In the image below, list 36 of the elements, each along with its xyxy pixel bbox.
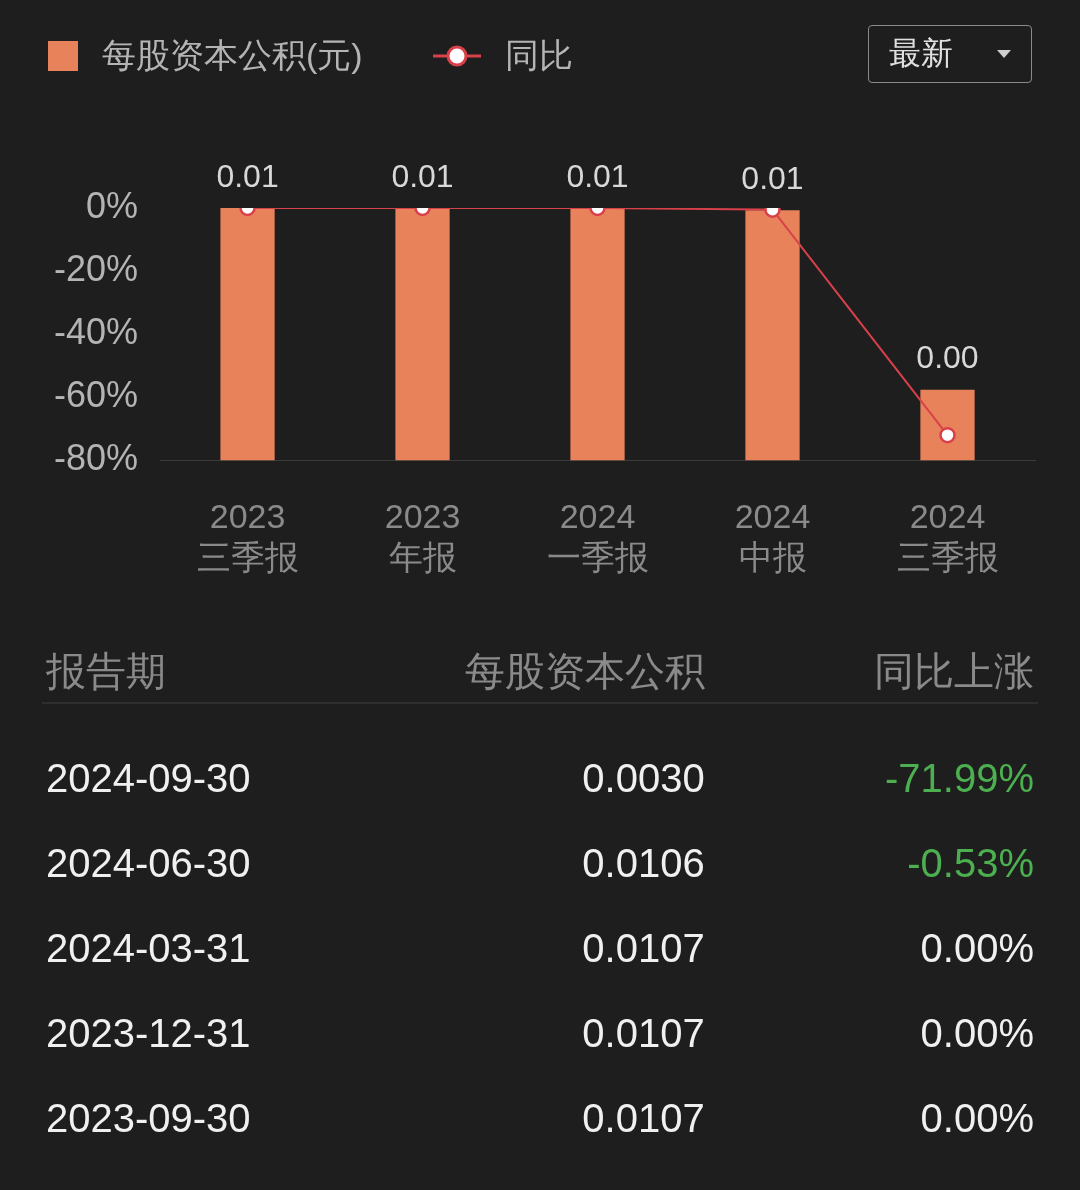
text: 0.0107 — [581, 1011, 705, 1056]
text: 0.00% — [919, 1096, 1034, 1141]
text: -71.99% — [884, 756, 1034, 801]
text: 0.0106 — [581, 841, 705, 886]
data-label: 0.01 — [741, 160, 804, 197]
x-tick-label: 2024 中报 — [734, 497, 811, 576]
text: 每股资本公积 — [463, 647, 705, 695]
y-tick-label: -60% — [53, 374, 139, 416]
text: 最新 — [889, 34, 953, 73]
text: 2023-12-31 — [46, 1011, 252, 1056]
text: 0.00% — [919, 1011, 1034, 1056]
y-tick-label: -80% — [53, 437, 139, 479]
text: 2023-09-30 — [46, 1096, 252, 1141]
legend-label: 同比 — [504, 35, 573, 76]
text: -0.53% — [906, 841, 1034, 886]
text: 2024-03-31 — [46, 926, 252, 971]
data-label: 0.01 — [391, 157, 454, 194]
y-tick-label: -40% — [53, 311, 139, 353]
data-label: 0.01 — [566, 157, 629, 194]
text: 2024-09-30 — [46, 756, 252, 801]
x-tick-label: 2024 三季报 — [896, 497, 999, 576]
data-label: 0.01 — [216, 157, 279, 194]
text: 0.0107 — [581, 1096, 705, 1141]
text: 同比上涨 — [873, 647, 1034, 695]
y-tick-label: 0% — [86, 184, 139, 226]
text: 报告期 — [46, 647, 167, 695]
y-tick-label: -20% — [53, 248, 139, 290]
text: 2024-06-30 — [46, 841, 252, 886]
x-tick-label: 2024 一季报 — [546, 497, 649, 576]
text: 0.0107 — [581, 926, 705, 971]
legend-label: 每股资本公积(元) — [102, 35, 363, 76]
x-tick-label: 2023 三季报 — [196, 497, 299, 576]
x-tick-label: 2023 年报 — [384, 497, 461, 576]
text: 0.00% — [919, 926, 1034, 971]
text: 0.0030 — [581, 756, 705, 801]
data-label: 0.00 — [916, 339, 979, 376]
